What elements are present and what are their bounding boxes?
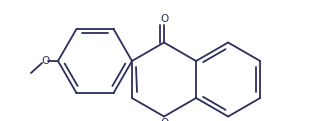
Text: O: O: [160, 15, 168, 24]
Text: O: O: [41, 56, 49, 66]
Text: O: O: [160, 117, 168, 121]
